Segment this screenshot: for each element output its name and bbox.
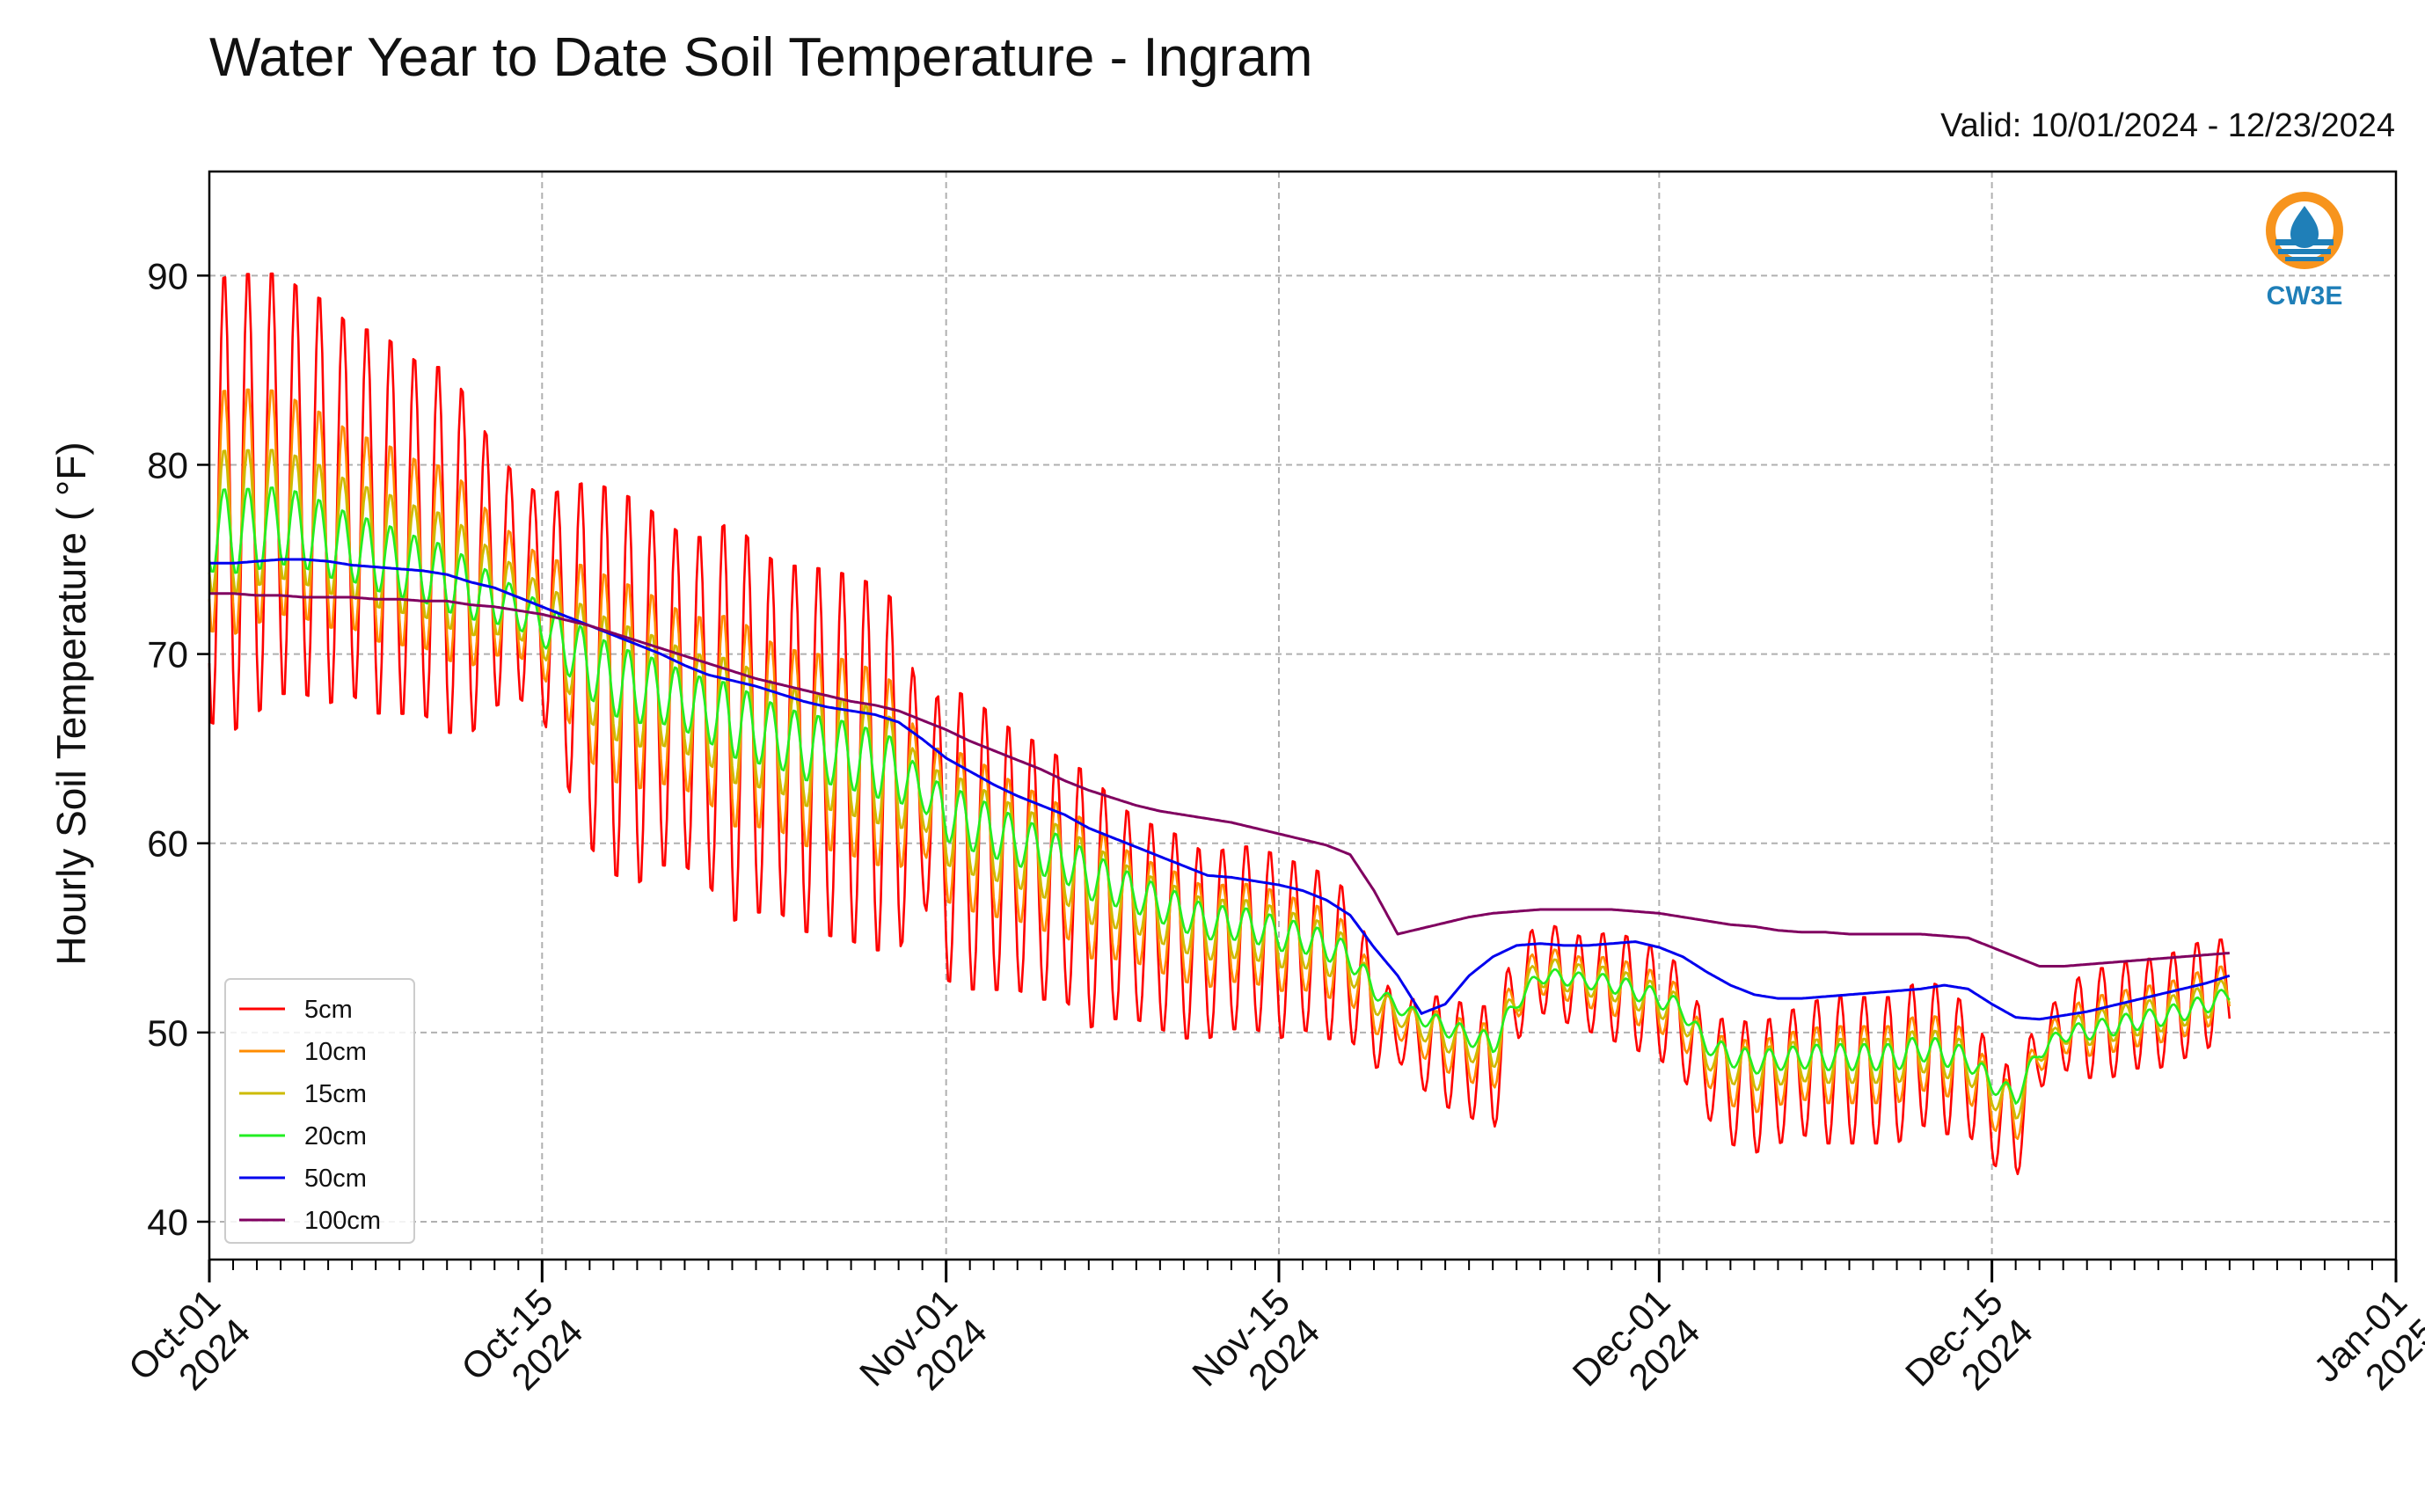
legend-label: 10cm xyxy=(304,1038,367,1066)
chart-title: Water Year to Date Soil Temperature - In… xyxy=(209,27,1313,88)
y-axis-label: Hourly Soil Temperature ( °F) xyxy=(48,442,94,965)
series-line-5cm xyxy=(208,272,2231,1176)
y-tick-label: 70 xyxy=(147,634,188,676)
legend-label: 50cm xyxy=(304,1165,367,1193)
y-tick-label: 80 xyxy=(147,444,188,486)
y-tick-label: 40 xyxy=(147,1202,188,1243)
y-tick-label: 90 xyxy=(147,255,188,296)
y-tick-label: 60 xyxy=(147,823,188,865)
series-line-100cm xyxy=(209,592,2230,968)
logo-wave-1 xyxy=(2275,239,2334,245)
legend-label: 5cm xyxy=(304,996,353,1024)
legend-item-20cm: 20cm xyxy=(239,1122,367,1150)
series-line-50cm xyxy=(209,558,2231,1021)
plot-frame xyxy=(208,170,2398,1261)
series-layer xyxy=(208,272,2231,1176)
logo-text: CW3E xyxy=(2267,281,2343,310)
y-tick-label: 50 xyxy=(147,1012,188,1054)
legend-item-50cm: 50cm xyxy=(239,1165,367,1193)
legend: 5cm 10cm 15cm 20cm 50cm 100cm xyxy=(224,978,415,1244)
legend-label: 100cm xyxy=(304,1207,381,1235)
chart-subtitle: Valid: 10/01/2024 - 12/23/2024 xyxy=(1940,107,2395,144)
legend-item-100cm: 100cm xyxy=(239,1207,381,1235)
series-line-20cm xyxy=(208,486,2231,1105)
legend-item-15cm: 15cm xyxy=(239,1080,367,1108)
legend-item-10cm: 10cm xyxy=(239,1038,367,1066)
logo-wave-2 xyxy=(2278,249,2331,254)
logo-wave-3 xyxy=(2285,257,2324,261)
legend-label: 15cm xyxy=(304,1080,367,1108)
legend-item-5cm: 5cm xyxy=(239,996,353,1024)
legend-label: 20cm xyxy=(304,1122,367,1150)
cw3e-logo: CW3E xyxy=(2266,192,2343,310)
grid-layer xyxy=(209,172,2396,1260)
water-drop-icon xyxy=(2290,206,2319,248)
